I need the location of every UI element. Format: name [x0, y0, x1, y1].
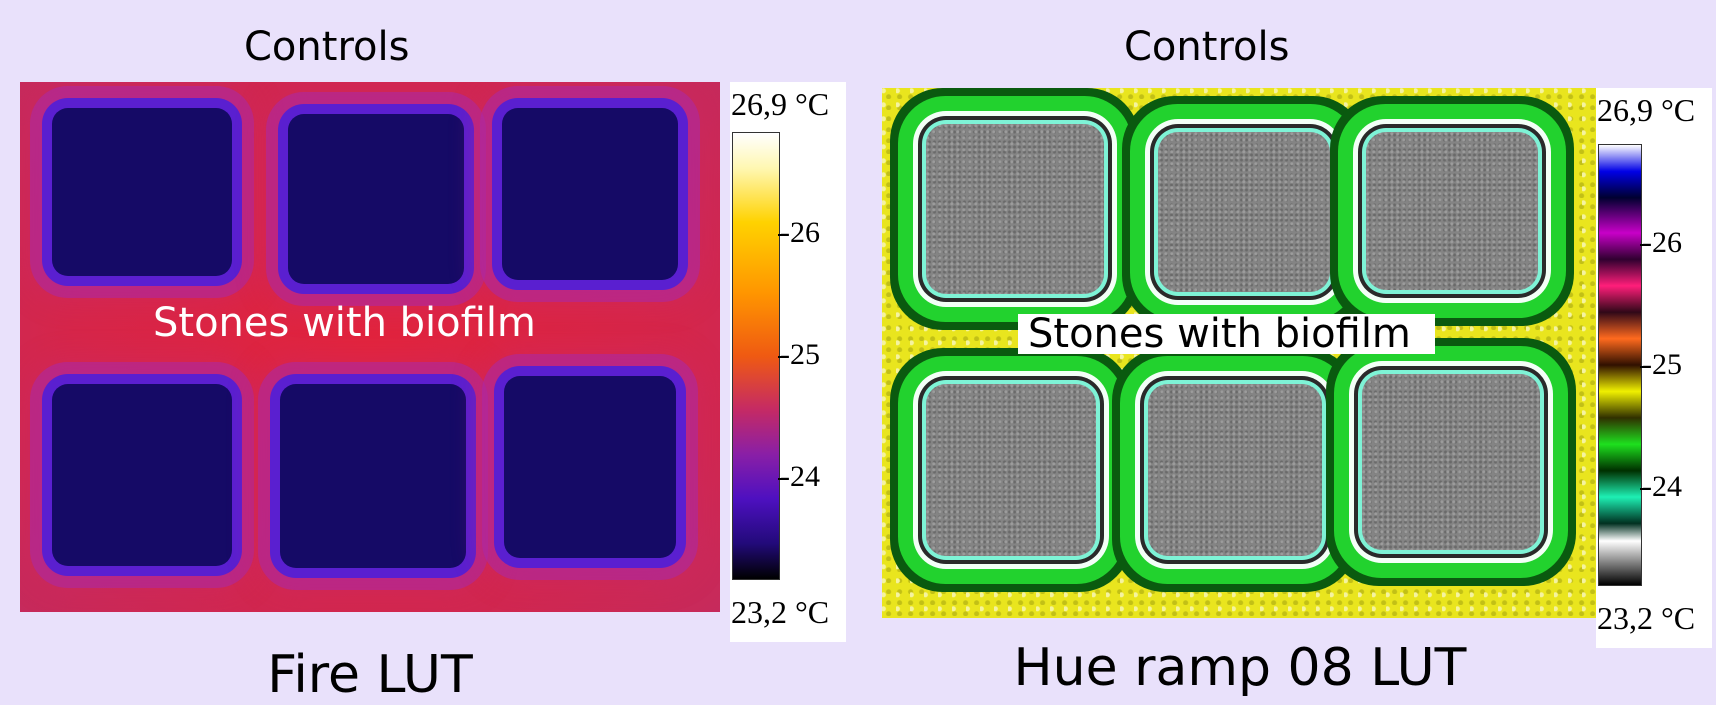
stone-top-right [1366, 132, 1538, 290]
color-scale-fire: 26,9 °C -26 -25 -24 23,2 °C [730, 82, 846, 642]
fire-lut-bar [732, 132, 780, 580]
stones-label-fire: Stones with biofilm [153, 300, 536, 346]
stone-bottom-middle [1148, 384, 1322, 556]
stone-bottom-left [52, 384, 232, 566]
tick-26-fire: -26 [780, 216, 820, 249]
scale-min-hue: 23,2 °C [1597, 600, 1696, 636]
panel-title-fire: Controls [244, 24, 410, 70]
caption-hue: Hue ramp 08 LUT [1013, 638, 1467, 698]
stones-label-hue: Stones with biofilm [1018, 314, 1435, 354]
tick-line-24-hue [1640, 488, 1650, 490]
stone-top-left [926, 124, 1104, 294]
stone-bottom-middle [280, 384, 466, 568]
tick-24-fire: -24 [780, 460, 820, 493]
tick-25-hue: -25 [1642, 348, 1682, 381]
panel-title-hue: Controls [1124, 24, 1290, 70]
stone-top-left [52, 108, 232, 276]
thermal-image-hue: Stones with biofilm [882, 88, 1598, 618]
stone-bottom-left [926, 384, 1096, 556]
stone-bottom-right [1362, 374, 1540, 550]
tick-line-24-fire [778, 478, 788, 480]
stone-bottom-right [504, 376, 676, 558]
tick-line-26-fire [778, 234, 788, 236]
stone-top-middle [288, 114, 464, 284]
scale-max-fire: 26,9 °C [731, 86, 830, 122]
tick-25-fire: -25 [780, 338, 820, 371]
tick-line-25-hue [1640, 366, 1650, 368]
caption-fire: Fire LUT [267, 645, 473, 705]
stone-top-right [502, 108, 678, 280]
scale-max-hue: 26,9 °C [1597, 92, 1696, 128]
scale-min-fire: 23,2 °C [731, 594, 830, 630]
tick-26-hue: -26 [1642, 226, 1682, 259]
tick-24-hue: -24 [1642, 470, 1682, 503]
color-scale-hue: 26,9 °C -26 -25 -24 23,2 °C [1596, 88, 1712, 648]
thermal-image-fire: Stones with biofilm [20, 82, 720, 612]
tick-line-25-fire [778, 356, 788, 358]
stone-top-middle [1158, 132, 1330, 292]
tick-line-26-hue [1640, 244, 1650, 246]
hue-lut-bar [1598, 144, 1642, 586]
